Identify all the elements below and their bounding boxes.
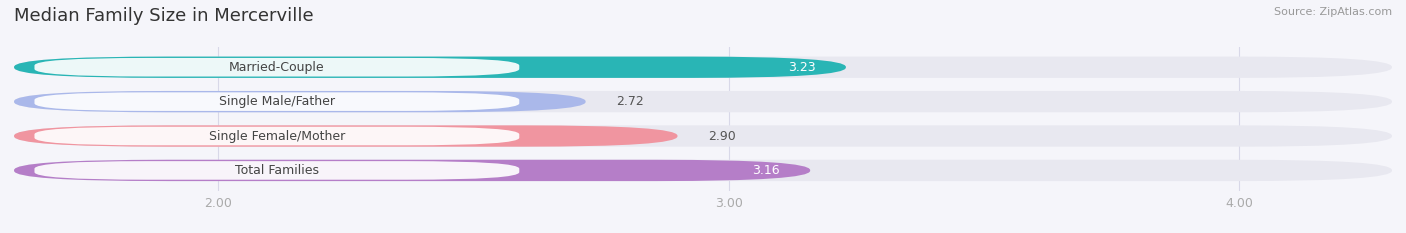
FancyBboxPatch shape	[35, 92, 519, 111]
Text: Married-Couple: Married-Couple	[229, 61, 325, 74]
Text: 2.72: 2.72	[616, 95, 644, 108]
FancyBboxPatch shape	[35, 127, 519, 145]
Text: Total Families: Total Families	[235, 164, 319, 177]
FancyBboxPatch shape	[14, 160, 1392, 181]
Text: Source: ZipAtlas.com: Source: ZipAtlas.com	[1274, 7, 1392, 17]
Text: 3.23: 3.23	[787, 61, 815, 74]
FancyBboxPatch shape	[14, 160, 810, 181]
Text: Single Male/Father: Single Male/Father	[219, 95, 335, 108]
FancyBboxPatch shape	[14, 125, 678, 147]
FancyBboxPatch shape	[35, 161, 519, 180]
FancyBboxPatch shape	[14, 57, 846, 78]
FancyBboxPatch shape	[14, 91, 586, 112]
Text: 3.16: 3.16	[752, 164, 779, 177]
Text: 2.90: 2.90	[709, 130, 735, 143]
Text: Median Family Size in Mercerville: Median Family Size in Mercerville	[14, 7, 314, 25]
FancyBboxPatch shape	[35, 58, 519, 76]
Text: Single Female/Mother: Single Female/Mother	[208, 130, 344, 143]
FancyBboxPatch shape	[14, 91, 1392, 112]
FancyBboxPatch shape	[14, 125, 1392, 147]
FancyBboxPatch shape	[14, 57, 1392, 78]
